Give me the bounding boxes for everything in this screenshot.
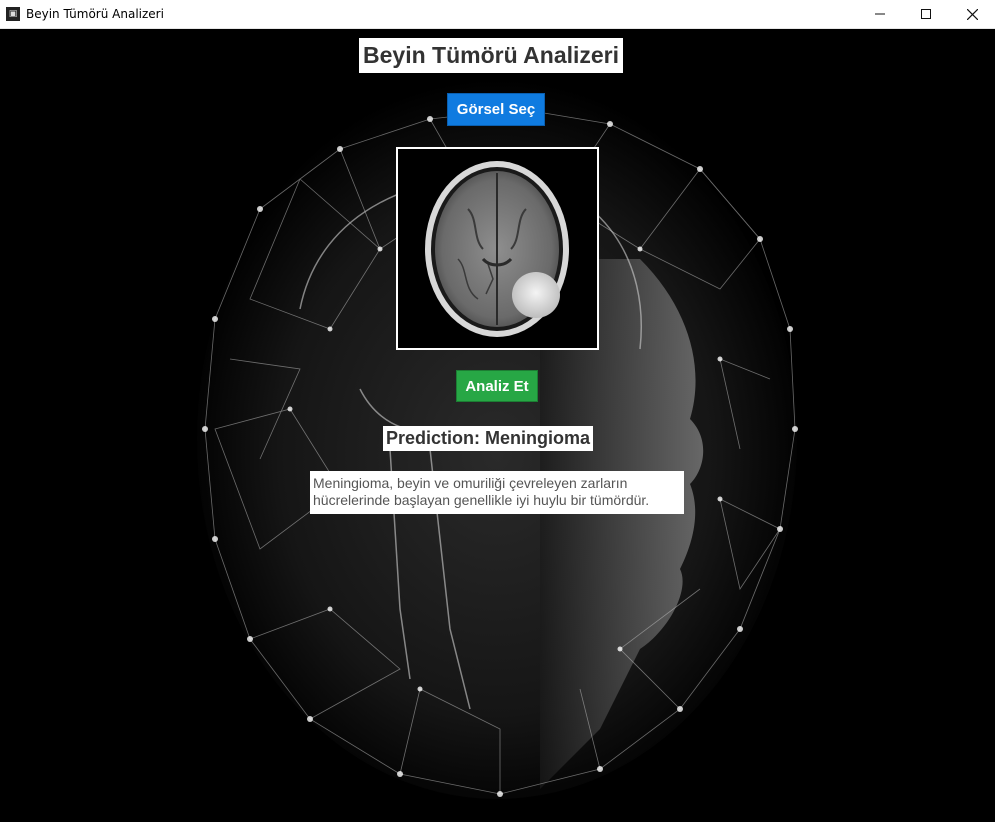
window-titlebar: ▣ Beyin Tümörü Analizeri	[0, 0, 995, 29]
tumor-description: Meningioma, beyin ve omuriliği çevreleye…	[310, 471, 684, 514]
maximize-button[interactable]	[903, 0, 949, 28]
prediction-label: Prediction: Meningioma	[383, 426, 594, 451]
window-controls	[857, 0, 995, 28]
app-icon: ▣	[6, 7, 20, 21]
select-image-button[interactable]: Görsel Seç	[447, 93, 545, 126]
minimize-icon	[875, 13, 885, 15]
mri-image-preview	[396, 147, 599, 350]
window-title: Beyin Tümörü Analizeri	[26, 7, 164, 21]
minimize-button[interactable]	[857, 0, 903, 28]
close-icon	[966, 8, 978, 20]
mri-scan-image	[398, 149, 597, 348]
analyze-button[interactable]: Analiz Et	[456, 370, 538, 402]
app-canvas: Beyin Tümörü Analizeri Görsel Seç	[0, 29, 995, 822]
page-title: Beyin Tümörü Analizeri	[359, 38, 624, 73]
close-button[interactable]	[949, 0, 995, 28]
maximize-icon	[921, 9, 931, 19]
